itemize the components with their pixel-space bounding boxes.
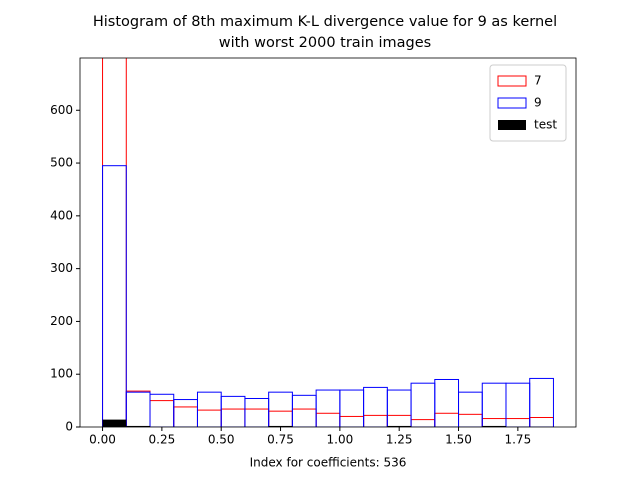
x-tick-label: 1.50 <box>445 433 472 447</box>
legend-swatch <box>497 75 527 87</box>
legend-label: 9 <box>534 96 542 110</box>
y-tick-label: 600 <box>50 103 73 117</box>
y-tick-label: 0 <box>65 420 73 434</box>
y-tick-label: 100 <box>50 367 73 381</box>
histogram-bar <box>387 425 412 427</box>
y-tick-label: 200 <box>50 314 73 328</box>
x-tick-label: 1.25 <box>386 433 413 447</box>
legend-label: test <box>534 118 557 132</box>
x-tick-label: 1.00 <box>327 433 354 447</box>
x-tick-label: 0.00 <box>89 433 116 447</box>
histogram-bar <box>102 165 127 427</box>
y-tick-label: 500 <box>50 156 73 170</box>
y-tick-label: 300 <box>50 261 73 275</box>
x-tick-label: 0.75 <box>267 433 294 447</box>
x-tick-label: 1.75 <box>504 433 531 447</box>
y-tick-label: 400 <box>50 208 73 222</box>
x-axis-label: Index for coefficients: 536 <box>250 456 407 470</box>
legend-swatch <box>498 120 526 130</box>
histogram-bar <box>126 425 151 427</box>
histogram-bar <box>268 425 293 427</box>
legend-swatch <box>497 97 527 109</box>
x-tick-label: 0.25 <box>149 433 176 447</box>
chart-title: Histogram of 8th maximum K-L divergence … <box>93 14 557 30</box>
histogram-bar <box>482 425 506 427</box>
axes-frame <box>79 57 577 428</box>
legend-label: 7 <box>534 74 542 88</box>
chart-title: with worst 2000 train images <box>219 35 432 51</box>
histogram-bar <box>102 419 127 427</box>
x-tick-label: 0.50 <box>208 433 235 447</box>
